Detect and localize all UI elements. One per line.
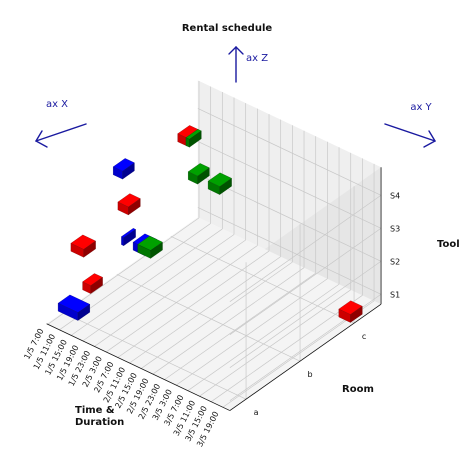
z-tick-label: S4 bbox=[390, 191, 400, 200]
grid-line bbox=[70, 228, 223, 336]
bar-end bbox=[122, 162, 135, 180]
bar-end bbox=[219, 178, 232, 195]
bar-b-S2-7 bbox=[121, 228, 136, 246]
x-axis-label-line-1: Time & bbox=[75, 405, 115, 416]
grid-line bbox=[175, 278, 328, 386]
y-tick-label: b bbox=[308, 370, 313, 379]
chart-title: Rental schedule bbox=[182, 23, 273, 34]
x-axis-line bbox=[46, 323, 231, 411]
grid-line bbox=[229, 260, 382, 368]
y-axis-line bbox=[229, 303, 382, 411]
arrow-y-head bbox=[423, 130, 436, 148]
x-axis-label-line-2: Duration bbox=[75, 417, 124, 428]
z-tick-label: S1 bbox=[390, 290, 400, 299]
grid-line bbox=[164, 272, 316, 380]
bar-c-S3-1 bbox=[187, 163, 210, 185]
bar-b-S4-9 bbox=[112, 158, 135, 180]
bar-b-S2-6 bbox=[137, 235, 163, 259]
bar-end bbox=[350, 305, 363, 323]
bar-front bbox=[121, 236, 124, 246]
grid-line bbox=[129, 256, 281, 364]
bar-b-S3-8 bbox=[117, 193, 141, 216]
grid-line bbox=[94, 239, 246, 347]
arrow-z-head bbox=[228, 46, 244, 55]
grid-line bbox=[229, 227, 382, 335]
grid-line bbox=[197, 141, 382, 229]
bar-end bbox=[189, 130, 202, 148]
bar-end bbox=[128, 198, 141, 216]
bar-c-S1-0 bbox=[338, 300, 363, 323]
bar-end bbox=[123, 229, 136, 246]
grid-line bbox=[199, 289, 351, 397]
bar-end bbox=[150, 241, 163, 259]
bar-a-S2-11 bbox=[82, 273, 103, 294]
bar-front bbox=[185, 137, 190, 148]
grid-line bbox=[152, 267, 305, 375]
bar-end bbox=[83, 240, 96, 258]
y-tick-label: c bbox=[362, 332, 366, 341]
bars bbox=[57, 125, 363, 323]
direction-label-z: ax Z bbox=[246, 53, 268, 64]
arrow-x-head bbox=[35, 130, 48, 148]
bar-a-S1-10 bbox=[57, 294, 91, 321]
bar-c-S3-2 bbox=[207, 172, 232, 195]
grid-line bbox=[197, 207, 382, 295]
grid-line bbox=[197, 108, 382, 196]
grid-line bbox=[187, 283, 340, 391]
bar-end bbox=[197, 167, 210, 185]
grid-line bbox=[105, 245, 258, 353]
y-axis-label: Room bbox=[342, 384, 374, 395]
grid-line bbox=[210, 295, 363, 403]
grid-line bbox=[117, 250, 270, 358]
bar-a-S3-12 bbox=[70, 234, 96, 258]
bar-c-S4-4 bbox=[185, 129, 202, 148]
grid-line bbox=[62, 312, 247, 400]
bar-end bbox=[77, 304, 90, 321]
grid-line bbox=[140, 261, 293, 369]
grid-line bbox=[170, 236, 355, 324]
direction-label-x: ax X bbox=[46, 99, 68, 110]
z-tick-label: S3 bbox=[390, 224, 400, 233]
grid-line bbox=[229, 194, 382, 302]
arrow-y-shaft bbox=[384, 123, 436, 142]
grid-line bbox=[116, 274, 301, 362]
grid-line bbox=[82, 234, 235, 342]
z-tick-label: S2 bbox=[390, 257, 400, 266]
bar-end bbox=[90, 277, 103, 294]
direction-arrows bbox=[35, 46, 436, 148]
arrow-x-shaft bbox=[35, 123, 87, 142]
grid-lines bbox=[46, 80, 382, 411]
grid-line bbox=[197, 174, 382, 262]
z-axis-label: Tool bbox=[437, 239, 460, 250]
direction-label-y: ax Y bbox=[410, 102, 432, 113]
y-tick-label: a bbox=[254, 408, 259, 417]
